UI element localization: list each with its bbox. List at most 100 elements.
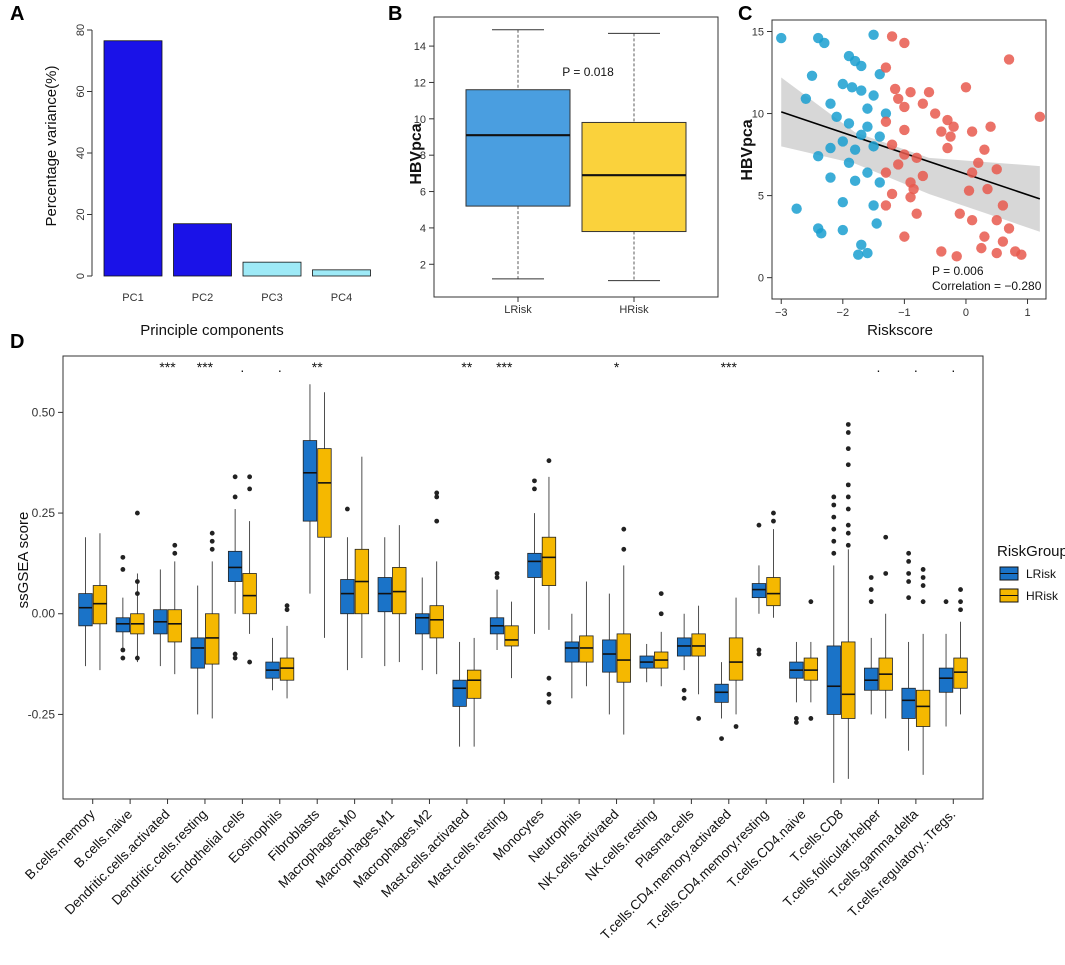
- panel-d-outlier-point: [681, 687, 687, 693]
- panel-d-outlier-point: [920, 575, 926, 580]
- panel-d-box-lrisk: [864, 667, 879, 691]
- panel-c-point-lrisk: [862, 167, 873, 178]
- panel-c-point-hrisk: [942, 114, 953, 126]
- panel-d-box-lrisk: [415, 613, 430, 635]
- panel-c-point-lrisk: [843, 157, 855, 168]
- panel-d-outlier-point: [831, 550, 837, 556]
- panel-d-significance: .: [877, 359, 881, 375]
- panel-d-ylabel: ssGSEA score: [15, 512, 32, 609]
- panel-d-outlier-point: [733, 724, 739, 729]
- panel-d-ytick-label: 0.50: [32, 405, 56, 419]
- panel-c-ytick-label: 5: [758, 191, 764, 203]
- panel-d-box-lrisk: [714, 683, 729, 703]
- panel-d-outlier-point: [546, 675, 552, 681]
- panel-d-outlier-point: [845, 530, 851, 536]
- panel-d-outlier-point: [831, 538, 837, 544]
- panel-d-outlier-point: [883, 534, 889, 540]
- panel-c-point-hrisk: [954, 208, 965, 219]
- panel-d-box-hrisk: [728, 637, 744, 681]
- panel-d-outlier-point: [868, 599, 874, 605]
- panel-c-point-lrisk: [825, 142, 836, 154]
- panel-c-point-lrisk: [816, 228, 827, 239]
- panel-d-box-hrisk: [766, 577, 781, 607]
- panel-d-outlier-point: [232, 494, 238, 500]
- panel-c-point-hrisk: [991, 247, 1002, 259]
- panel-c-point-lrisk: [856, 129, 867, 141]
- panel-c-point-lrisk: [837, 196, 849, 208]
- panel-c-correlation: Correlation = −0.280: [932, 279, 1042, 293]
- panel-c-point-hrisk: [899, 149, 910, 160]
- panel-d-box-lrisk: [751, 583, 767, 599]
- panel-d-outlier-point: [681, 695, 687, 701]
- panel-c-point-lrisk: [862, 247, 873, 259]
- panel-c-point-hrisk: [1034, 111, 1046, 123]
- panel-d-outlier-point: [134, 579, 140, 584]
- panel-c-point-lrisk: [819, 37, 830, 49]
- panel-d-box-hrisk: [579, 635, 594, 663]
- panel-d-outlier-point: [434, 494, 440, 500]
- panel-d-outlier-point: [120, 567, 126, 572]
- panel-d-significance: .: [240, 359, 244, 375]
- panel-d-outlier-point: [209, 538, 215, 544]
- panel-c-point-hrisk: [889, 83, 901, 95]
- panel-d-outlier-point: [943, 599, 949, 605]
- panel-d-significance: ***: [721, 359, 738, 375]
- panel-d-outlier-point: [134, 591, 140, 597]
- panel-c-point-hrisk: [997, 200, 1009, 211]
- panel-c-regression-line: [780, 111, 1041, 200]
- panel-d-outlier-point: [120, 554, 126, 560]
- panel-c-pvalue: P = 0.006: [932, 264, 984, 278]
- panel-d-box-hrisk: [279, 657, 295, 681]
- panel-label-a: A: [10, 3, 24, 25]
- panel-d-box-lrisk: [452, 679, 467, 707]
- panel-d-outlier-point: [906, 595, 912, 601]
- panel-c-point-lrisk: [806, 70, 818, 82]
- panel-d-box-hrisk: [915, 689, 931, 727]
- panel-d-outlier-point: [532, 478, 537, 484]
- panel-c-point-hrisk: [960, 82, 972, 93]
- panel-c-point-hrisk: [1003, 54, 1015, 65]
- panel-c-point-hrisk: [979, 231, 990, 242]
- panel-d-outlier-point: [247, 486, 253, 492]
- panel-b-box-chart: HBVpca P = 0.018 2 4 6 8 10 12 14 LRisk HRisk: [408, 16, 719, 316]
- panel-d-box-lrisk: [377, 577, 392, 613]
- panel-c-point-hrisk: [945, 131, 956, 142]
- panel-a-xtick-label: PC2: [192, 292, 213, 304]
- panel-d-box-hrisk: [541, 536, 557, 586]
- panel-d-outlier-point: [883, 571, 889, 576]
- panel-d-outlier-point: [120, 655, 126, 661]
- panel-c-point-lrisk: [856, 239, 867, 251]
- panel-b-ytick-label: 14: [414, 41, 426, 53]
- panel-a-ytick-label: 60: [75, 85, 87, 97]
- panel-a-ytick-label: 20: [75, 208, 87, 220]
- panel-d-outlier-point: [719, 736, 724, 741]
- panel-c-point-lrisk: [831, 111, 842, 123]
- panel-d-box-hrisk: [504, 625, 519, 647]
- panel-d-outlier-point: [845, 430, 851, 435]
- panel-c-point-hrisk: [923, 87, 935, 98]
- panel-d-outlier-point: [232, 655, 238, 661]
- panel-d-outlier-point: [845, 494, 851, 500]
- panel-d-box-lrisk: [602, 639, 617, 673]
- panel-c-point-hrisk: [982, 183, 993, 195]
- panel-c-point-hrisk: [997, 236, 1009, 247]
- panel-d-outlier-point: [906, 550, 912, 556]
- panel-c-point-lrisk: [837, 78, 849, 90]
- legend-label-lrisk: LRisk: [1026, 567, 1057, 581]
- panel-d-outlier-point: [247, 659, 253, 665]
- panel-c-point-lrisk: [880, 108, 892, 119]
- panel-d-outlier-point: [808, 599, 814, 605]
- panel-b-box-lrisk: [465, 89, 571, 207]
- panel-d-outlier-point: [209, 546, 215, 552]
- panel-label-c: C: [738, 3, 752, 25]
- panel-d-significance: ***: [159, 359, 176, 375]
- panel-d-outlier-point: [958, 599, 963, 605]
- panel-c-point-hrisk: [911, 152, 922, 164]
- panel-c-ylabel: HBVpca: [739, 119, 756, 180]
- panel-d-box-hrisk: [841, 641, 856, 719]
- panel-d-outlier-point: [120, 647, 126, 653]
- panel-c-ytick-label: 15: [752, 26, 764, 38]
- panel-c-point-lrisk: [868, 141, 879, 152]
- panel-label-b: B: [388, 3, 402, 25]
- panel-d-outlier-point: [845, 506, 851, 512]
